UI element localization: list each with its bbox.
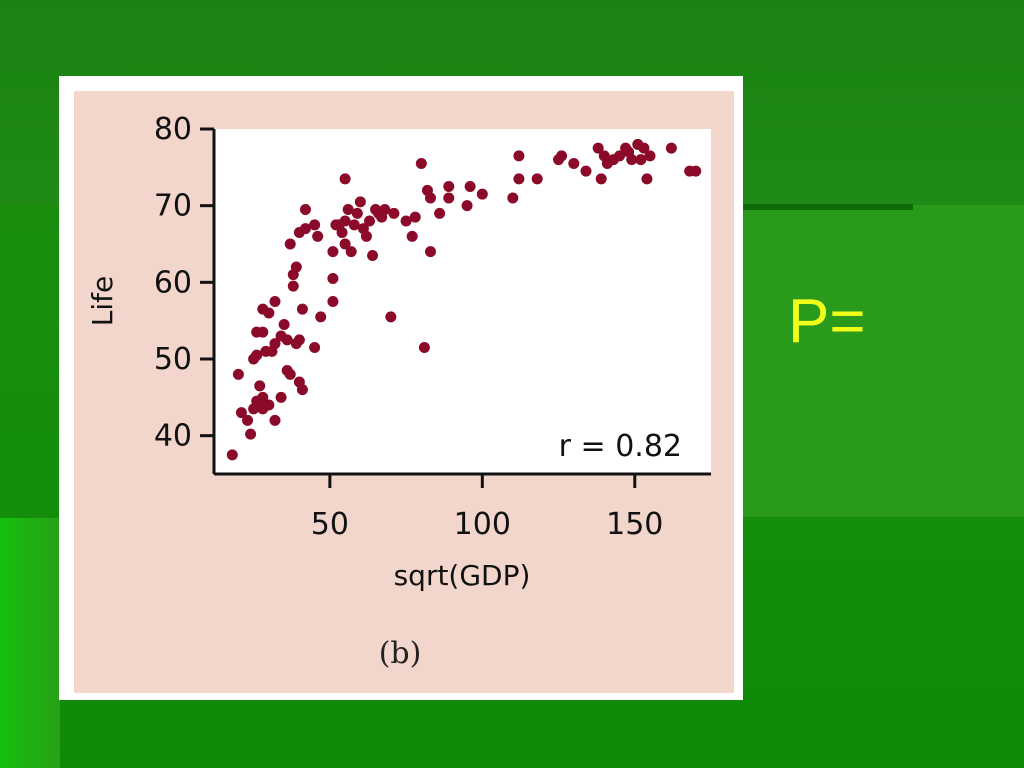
y-tick-label: 80 (154, 112, 192, 147)
data-point (354, 196, 366, 208)
accent-line (743, 204, 913, 210)
data-point (641, 173, 653, 185)
data-point (443, 181, 455, 192)
data-point (257, 326, 269, 338)
data-point (339, 238, 351, 250)
data-point (434, 207, 446, 219)
data-point (339, 215, 351, 227)
data-point (665, 142, 677, 154)
data-point (379, 204, 391, 215)
data-point (531, 173, 543, 185)
data-point (263, 307, 275, 319)
data-point (580, 165, 592, 177)
y-tick-label: 70 (154, 189, 192, 224)
data-point (342, 204, 354, 215)
data-point (309, 342, 321, 353)
data-point (269, 414, 281, 426)
data-point (245, 428, 257, 440)
axes: 40 50 60 70 80 50 100 150 (154, 112, 711, 542)
data-point (418, 342, 430, 353)
data-point (315, 311, 327, 323)
data-point (345, 246, 357, 258)
data-point (595, 173, 607, 185)
data-point (299, 223, 311, 235)
correlation-annotation: r = 0.82 (559, 429, 682, 464)
data-points (226, 138, 702, 461)
data-point (568, 158, 580, 169)
data-point (443, 192, 455, 204)
x-tick-label: 100 (454, 507, 511, 542)
data-point (409, 211, 421, 223)
data-point (281, 334, 293, 346)
data-point (269, 338, 281, 350)
p-equals-text: P= (788, 287, 866, 356)
data-point (476, 188, 488, 200)
x-axis-label: sqrt(GDP) (394, 559, 531, 592)
plot-area (214, 129, 711, 474)
data-point (513, 150, 525, 162)
data-point (275, 391, 287, 403)
data-point (424, 192, 436, 204)
data-point (644, 150, 656, 162)
figure-caption: (b) (378, 636, 422, 671)
data-point (251, 349, 263, 361)
data-point (348, 219, 360, 231)
data-point (263, 399, 275, 411)
data-point (592, 142, 604, 154)
data-point (626, 154, 638, 166)
data-point (327, 296, 339, 307)
data-point (290, 261, 302, 273)
data-point (339, 173, 351, 185)
data-point (284, 368, 296, 380)
right-band (743, 205, 1024, 517)
data-point (556, 150, 568, 162)
data-point (309, 219, 321, 231)
data-point (296, 384, 308, 396)
y-tick-label: 40 (154, 419, 192, 454)
data-point (336, 227, 348, 238)
data-point (614, 150, 626, 162)
data-point (284, 238, 296, 250)
data-point (507, 192, 519, 204)
data-point (269, 296, 281, 307)
data-point (312, 230, 324, 242)
data-point (635, 154, 647, 166)
x-tick-label: 150 (606, 507, 663, 542)
data-point (638, 142, 650, 154)
data-point (513, 173, 525, 185)
data-point (278, 319, 290, 330)
data-point (464, 181, 476, 192)
x-tick-label: 50 (311, 507, 349, 542)
data-point (296, 303, 308, 315)
data-point (424, 246, 436, 258)
data-point (415, 158, 427, 169)
data-point (385, 311, 397, 323)
data-point (299, 204, 311, 215)
data-point (327, 273, 339, 284)
y-axis-label: Life (86, 276, 119, 326)
data-point (351, 207, 363, 219)
data-point (242, 414, 254, 426)
data-point (364, 215, 376, 227)
data-point (367, 250, 379, 261)
data-point (461, 200, 473, 212)
data-point (232, 368, 244, 380)
data-point (360, 230, 372, 242)
left-band (0, 518, 60, 768)
data-point (406, 230, 418, 242)
data-point (293, 334, 305, 346)
y-tick-label: 60 (154, 265, 192, 300)
data-point (327, 246, 339, 258)
data-point (287, 280, 299, 292)
data-point (226, 449, 238, 461)
data-point (257, 391, 269, 403)
data-point (400, 215, 412, 227)
y-tick-label: 50 (154, 342, 192, 377)
data-point (388, 207, 400, 219)
data-point (690, 165, 702, 177)
data-point (254, 380, 266, 392)
data-point (235, 407, 247, 419)
